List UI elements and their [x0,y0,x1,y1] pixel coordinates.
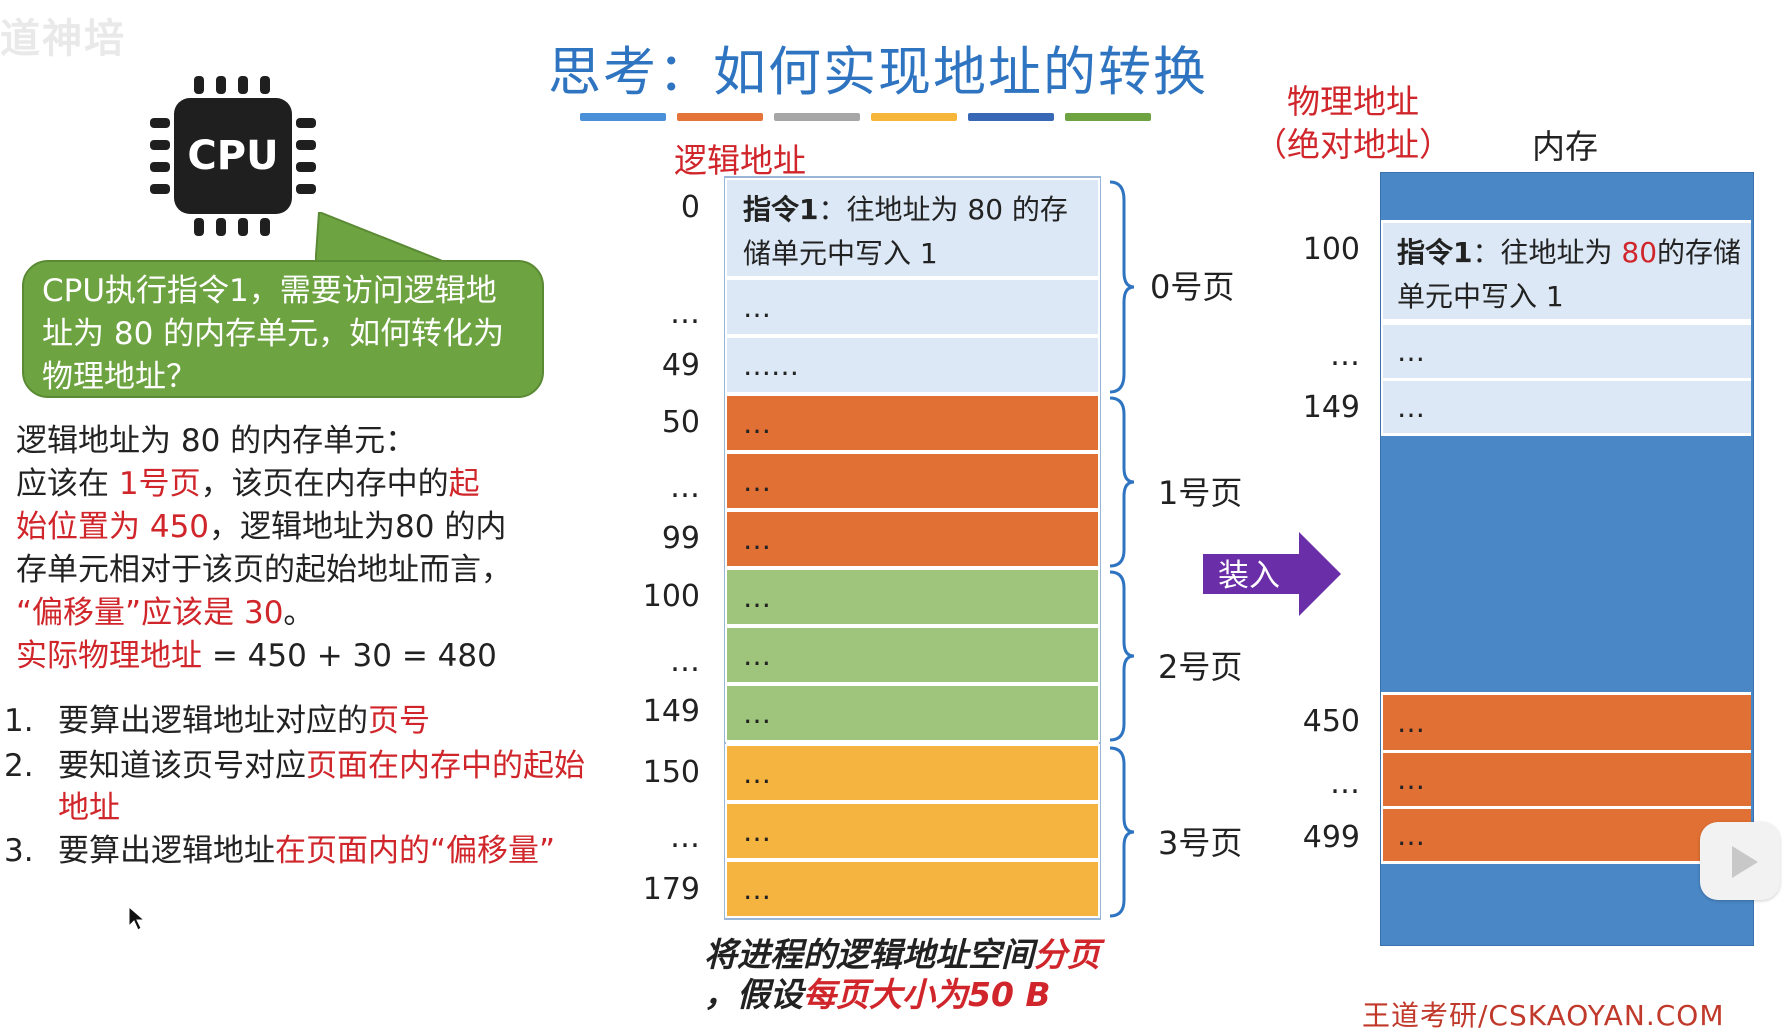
load-arrow-icon [1203,532,1341,616]
physical-addr-499: 499 [1302,820,1360,855]
watermark: 道神培 [0,16,126,62]
step-1: 1. 要算出逻辑地址对应的页号 [4,703,430,739]
explanation-line-3: 始位置为 450，逻辑地址为80 的内 [16,509,507,545]
logical-row-1: … [725,278,1100,336]
slide-title: 思考：如何实现地址的转换 [548,42,1208,103]
memory-row-499: … [1381,806,1751,864]
logical-row-99: … [725,510,1100,568]
footer-brand: 王道考研/CSKAOYAN.COM [1362,999,1725,1032]
physical-addr-149: 149 [1302,390,1360,425]
logical-row-50: … [725,394,1100,452]
page-0-label: 0号页 [1150,268,1235,306]
logical-row-150: … [725,744,1100,802]
logical-addr-ellipsis-1: … [670,296,700,331]
load-arrow-label: 装入 [1218,558,1280,594]
memory-label: 内存 [1532,127,1598,166]
page-3-label: 3号页 [1158,824,1243,862]
mouse-cursor-icon [128,906,146,931]
cpu-label: CPU [174,98,292,214]
explanation-line-6: 实际物理地址 = 450 + 30 = 480 [16,638,497,674]
logical-addr-ellipsis-4: … [670,820,700,855]
logical-addr-150: 150 [642,755,700,790]
logical-addr-ellipsis-2: … [670,470,700,505]
step-2: 2. 要知道该页号对应页面在内存中的起始地址 [4,748,585,826]
title-bar-green [1065,113,1151,121]
step-3: 3. 要算出逻辑地址在页面内的“偏移量” [4,833,556,869]
memory-row-451: … [1381,750,1751,806]
title-bar-yellow [871,113,957,121]
page-2-brace [1109,570,1135,742]
page-1-label: 1号页 [1158,474,1243,512]
paging-caption: 将进程的逻辑地址空间分页 ，假设每页大小为50 B [704,935,1100,1014]
memory-row-100: 指令1：往地址为 80的存储单元中写入 1 [1381,220,1751,322]
logical-row-49: …… [725,336,1100,394]
explanation-line-4: 存单元相对于该页的起始地址而言， [16,552,512,588]
page-0-brace [1109,180,1135,394]
logical-addr-50: 50 [661,405,700,440]
logical-addr-100: 100 [642,579,700,614]
play-button-icon[interactable] [1700,822,1780,900]
page-2-label: 2号页 [1158,648,1243,686]
explanation-line-2: 应该在 1号页，该页在内存中的起 [16,466,480,502]
physical-addr-ellipsis-1: … [1330,338,1360,373]
page-3-brace [1109,746,1135,918]
physical-addr-450: 450 [1302,704,1360,739]
title-bar-orange [677,113,763,121]
physical-addr-100: 100 [1302,232,1360,267]
logical-row-100: … [725,568,1100,626]
title-bar-blue [580,113,666,121]
memory-row-101: … [1381,322,1751,378]
physical-address-header: 物理地址 （绝对地址） [1254,82,1452,164]
logical-row-51: … [725,452,1100,510]
logical-addr-179: 179 [642,872,700,907]
logical-addr-49: 49 [661,348,700,383]
logical-row-149: … [725,684,1100,742]
logical-addr-ellipsis-3: … [670,644,700,679]
logical-row-0: 指令1：往地址为 80 的存储单元中写入 1 [725,178,1100,278]
title-bar-darkblue [968,113,1054,121]
cpu-chip-icon: CPU [148,76,318,236]
logical-row-151: … [725,802,1100,860]
logical-addr-99: 99 [661,521,700,556]
logical-address-header: 逻辑地址 [674,141,806,180]
memory-row-149: … [1381,378,1751,436]
explanation-line-1: 逻辑地址为 80 的内存单元： [16,423,417,459]
title-bar-gray [774,113,860,121]
physical-addr-ellipsis-2: … [1330,766,1360,801]
explanation-line-5: “偏移量”应该是 30。 [16,595,315,631]
speech-bubble: CPU执行指令1，需要访问逻辑地址为 80 的内存单元，如何转化为物理地址？ [22,260,544,398]
page-1-brace [1109,396,1135,568]
logical-row-179: … [725,860,1100,918]
logical-addr-149: 149 [642,694,700,729]
logical-row-101: … [725,626,1100,684]
logical-addr-0: 0 [680,190,700,225]
memory-row-450: … [1381,692,1751,750]
